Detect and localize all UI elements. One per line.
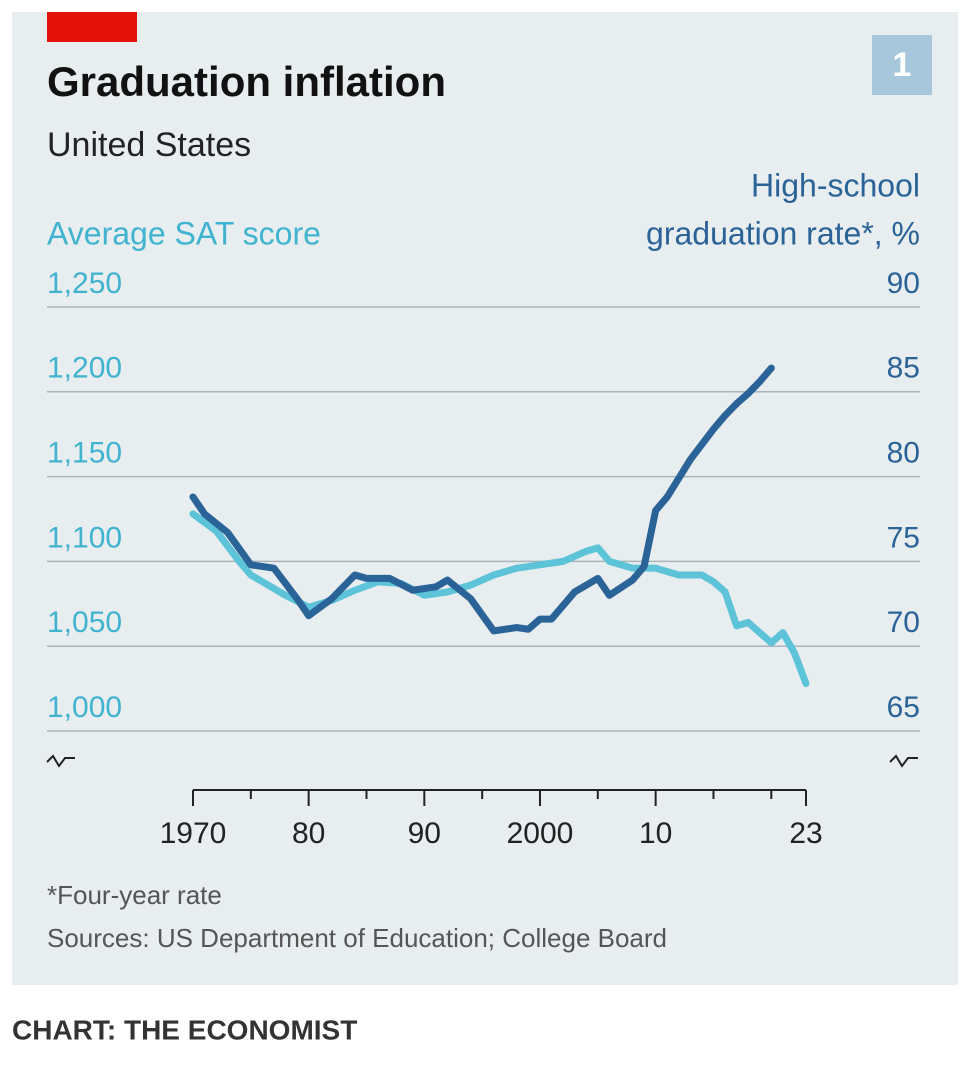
x-tick-label: 90 — [408, 817, 441, 850]
y-tick-label: 1,150 — [47, 437, 122, 470]
chart-background — [12, 12, 958, 985]
axis-break — [46, 754, 75, 768]
y-tick-label: 1,250 — [47, 267, 122, 300]
x-tick-label: 2000 — [507, 817, 574, 850]
chart-title: Graduation inflation — [47, 58, 446, 105]
footnote: *Four-year rate — [47, 880, 222, 910]
y-tick-label: 1,100 — [47, 521, 122, 554]
x-tick-label: 1970 — [160, 817, 227, 850]
credit: CHART: THE ECONOMIST — [12, 1014, 357, 1045]
y2-axis-label: graduation rate*, % — [646, 215, 920, 251]
chart-subtitle: United States — [47, 126, 251, 164]
y-tick-label: 1,200 — [47, 352, 122, 385]
y2-tick-label: 75 — [887, 521, 920, 554]
y-tick-label: 1,000 — [47, 691, 122, 724]
x-tick-label: 80 — [292, 817, 325, 850]
series-line — [189, 364, 775, 635]
y2-tick-label: 85 — [887, 352, 920, 385]
y2-tick-label: 70 — [887, 606, 920, 639]
x-tick-label: 10 — [639, 817, 672, 850]
red-tag — [47, 12, 137, 42]
x-tick-label: 23 — [789, 817, 822, 850]
axis-break — [889, 754, 918, 768]
badge-box — [872, 35, 932, 95]
y2-tick-label: 65 — [887, 691, 920, 724]
source: Sources: US Department of Education; Col… — [47, 923, 667, 953]
y-tick-label: 1,050 — [47, 606, 122, 639]
y-axis-label: Average SAT score — [47, 215, 321, 251]
y2-tick-label: 90 — [887, 267, 920, 300]
y2-tick-label: 80 — [887, 437, 920, 470]
badge: 1 — [893, 46, 912, 84]
y2-axis-label: High-school — [751, 167, 920, 203]
